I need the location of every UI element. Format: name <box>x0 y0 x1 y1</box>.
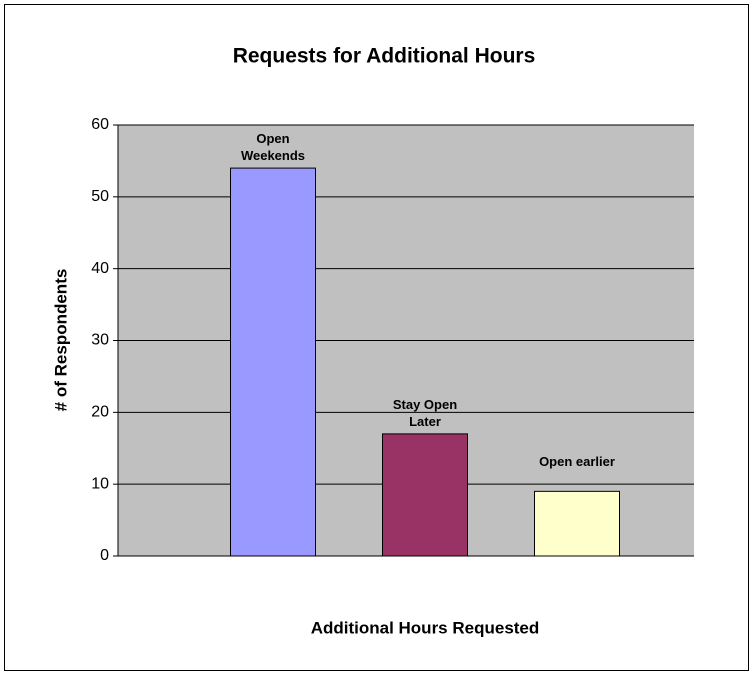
data-label: Stay Open Later <box>392 396 458 429</box>
data-label: Open earlier <box>539 454 615 470</box>
bar <box>382 433 468 557</box>
bar <box>534 490 620 557</box>
y-tick-label: 0 <box>100 547 109 564</box>
y-tick-label: 30 <box>91 332 109 349</box>
y-tick-label: 20 <box>91 404 109 421</box>
y-tick-label: 60 <box>91 116 109 133</box>
x-axis-title: Additional Hours Requested <box>311 618 540 637</box>
data-label: Open Weekends <box>240 131 306 164</box>
y-tick-label: 10 <box>91 475 109 492</box>
y-axis-title: # of Respondents <box>51 269 70 412</box>
bar <box>230 167 316 557</box>
y-tick-label: 50 <box>91 188 109 205</box>
y-tick-label: 40 <box>91 260 109 277</box>
chart-title: Requests for Additional Hours <box>233 45 536 68</box>
